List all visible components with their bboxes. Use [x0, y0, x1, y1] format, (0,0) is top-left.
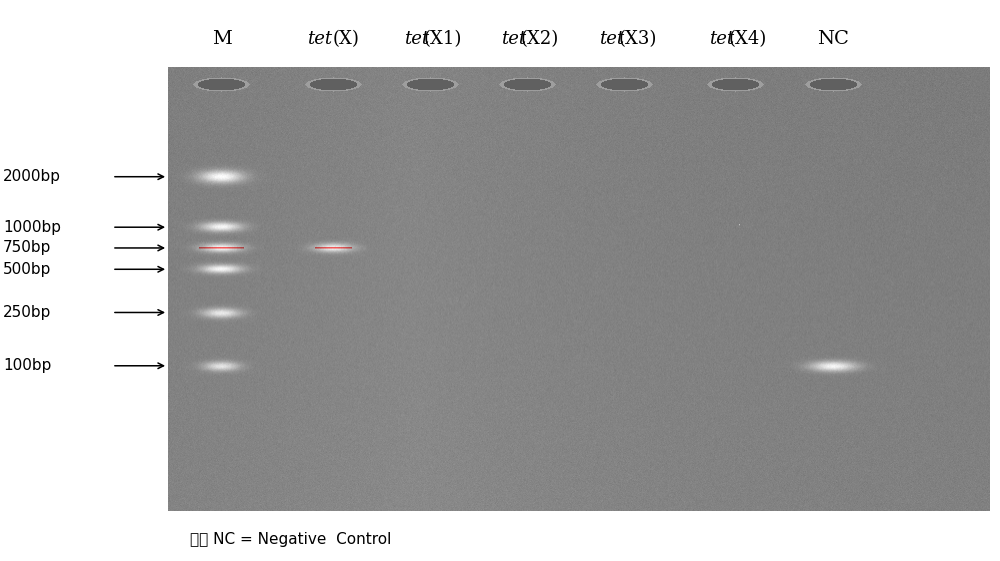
Text: (X): (X) [333, 30, 359, 48]
Text: 1000bp: 1000bp [3, 220, 61, 234]
Text: (X3): (X3) [619, 30, 657, 48]
Text: (X4): (X4) [729, 30, 767, 48]
Text: 750bp: 750bp [3, 241, 51, 255]
Text: 100bp: 100bp [3, 358, 51, 373]
Text: (X1): (X1) [424, 30, 462, 48]
Text: tet: tet [599, 30, 625, 48]
Text: 注： NC = Negative  Control: 注： NC = Negative Control [190, 532, 391, 547]
Text: tet: tet [404, 30, 430, 48]
Text: 500bp: 500bp [3, 262, 51, 277]
Text: NC: NC [817, 30, 849, 48]
Text: (X2): (X2) [521, 30, 559, 48]
Text: 2000bp: 2000bp [3, 169, 61, 184]
Text: tet: tet [501, 30, 527, 48]
Text: tet: tet [307, 30, 333, 48]
Text: M: M [212, 30, 232, 48]
Text: tet: tet [709, 30, 735, 48]
Text: 250bp: 250bp [3, 305, 51, 320]
